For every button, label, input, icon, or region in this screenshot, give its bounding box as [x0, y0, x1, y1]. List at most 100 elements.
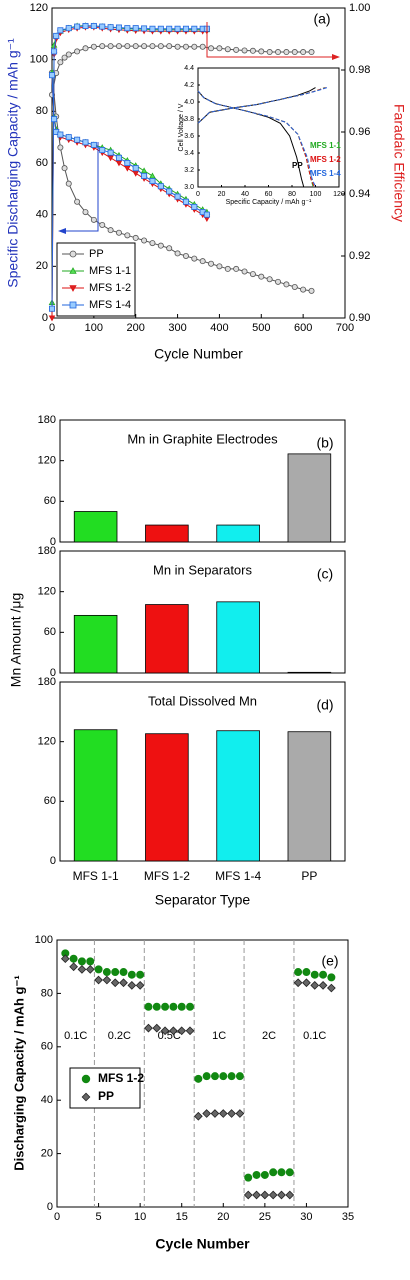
marker	[293, 978, 303, 988]
marker	[74, 136, 81, 143]
marker	[119, 968, 128, 977]
marker	[149, 178, 156, 185]
marker	[69, 285, 77, 292]
y2-tick-label: 0.98	[349, 64, 370, 76]
bar	[287, 671, 332, 674]
y-tick-label: 0	[47, 1201, 53, 1213]
marker	[85, 965, 95, 974]
red-arrow	[206, 22, 336, 58]
marker	[300, 286, 307, 293]
y-tick-label: 100	[30, 54, 48, 66]
inset-x-label: Specific Capacity / mAh g⁻¹	[226, 199, 312, 206]
inset-series-label: MFS 1-2	[310, 155, 341, 164]
marker	[157, 242, 164, 249]
marker	[182, 252, 189, 259]
marker	[102, 968, 111, 977]
y-tick-label: 120	[38, 455, 56, 467]
marker	[277, 1190, 286, 1200]
marker	[233, 265, 240, 272]
y-tick-label: 0	[50, 536, 56, 548]
arrows	[58, 22, 340, 234]
marker	[90, 22, 97, 29]
x-axis-label: Cycle Number	[155, 1236, 250, 1252]
efficiency-line	[51, 45, 312, 95]
marker	[141, 25, 148, 32]
marker	[99, 221, 106, 228]
marker	[169, 1026, 178, 1036]
marker	[60, 954, 70, 964]
marker	[57, 59, 64, 66]
marker	[77, 957, 86, 966]
x-tick-label: 25	[259, 1211, 271, 1223]
panel-title: Mn in Separators	[153, 562, 252, 577]
marker	[57, 27, 64, 34]
y-tick-label: 4.2	[184, 82, 194, 89]
marker	[294, 968, 303, 977]
marker	[132, 43, 139, 50]
y2-tick-label: 1.00	[349, 2, 370, 14]
marker	[308, 49, 315, 56]
marker	[115, 229, 122, 236]
blue-arrow	[62, 142, 99, 232]
inset-series-label: MFS 1-4	[310, 169, 341, 178]
marker	[144, 1023, 153, 1033]
rate-label: 0.1C	[303, 1030, 326, 1042]
capacity-line	[51, 75, 208, 216]
x-tick-label: 20	[218, 191, 226, 198]
marker	[132, 170, 139, 177]
marker	[132, 234, 139, 241]
marker	[260, 1170, 269, 1179]
x-tick-label: 10	[134, 1211, 146, 1223]
inset-y-label: Cell Voltage / V	[178, 103, 185, 151]
bar	[73, 614, 118, 674]
marker	[208, 45, 215, 52]
marker	[82, 22, 89, 29]
x-tick-label: 100	[85, 322, 103, 334]
marker	[65, 180, 72, 187]
y2-tick-label: 0.92	[349, 250, 370, 262]
marker	[302, 968, 311, 977]
plot-frame	[56, 939, 349, 1208]
marker	[115, 24, 122, 31]
panel-label: (d)	[316, 697, 333, 713]
y-tick-label: 4.4	[184, 65, 194, 72]
marker	[107, 227, 114, 234]
x-tick-label: 0	[196, 191, 200, 198]
marker	[57, 131, 64, 138]
x-tick-label: 15	[176, 1211, 188, 1223]
legend-label: PP	[98, 1089, 114, 1103]
marker	[302, 978, 311, 988]
legend-label: MFS 1-1	[89, 265, 131, 277]
bar	[73, 729, 118, 862]
y-tick-label: 0	[50, 855, 56, 867]
marker	[310, 981, 320, 990]
marker	[152, 1002, 161, 1011]
marker	[107, 43, 114, 50]
marker	[53, 32, 60, 39]
capacity-line	[51, 72, 312, 292]
marker	[107, 149, 114, 156]
marker	[258, 273, 265, 280]
marker	[241, 47, 248, 54]
legend-box	[69, 1067, 141, 1109]
y-tick-label: 120	[38, 586, 56, 598]
marker	[99, 23, 106, 30]
x-tick-label: 40	[241, 191, 249, 198]
marker	[82, 45, 89, 52]
panel-label: (c)	[317, 566, 333, 582]
marker	[157, 43, 164, 50]
marker	[252, 1190, 261, 1200]
marker	[300, 49, 307, 56]
x-tick-label: 5	[96, 1211, 102, 1223]
marker	[241, 268, 248, 275]
y-tick-label: 80	[36, 105, 48, 117]
marker	[74, 198, 81, 205]
legend-label: MFS 1-4	[89, 299, 131, 311]
x-tick-label: 35	[342, 1211, 354, 1223]
marker	[235, 1109, 245, 1118]
marker	[233, 46, 240, 53]
marker	[199, 258, 206, 265]
capacity-line	[51, 75, 208, 219]
marker	[260, 1190, 270, 1200]
